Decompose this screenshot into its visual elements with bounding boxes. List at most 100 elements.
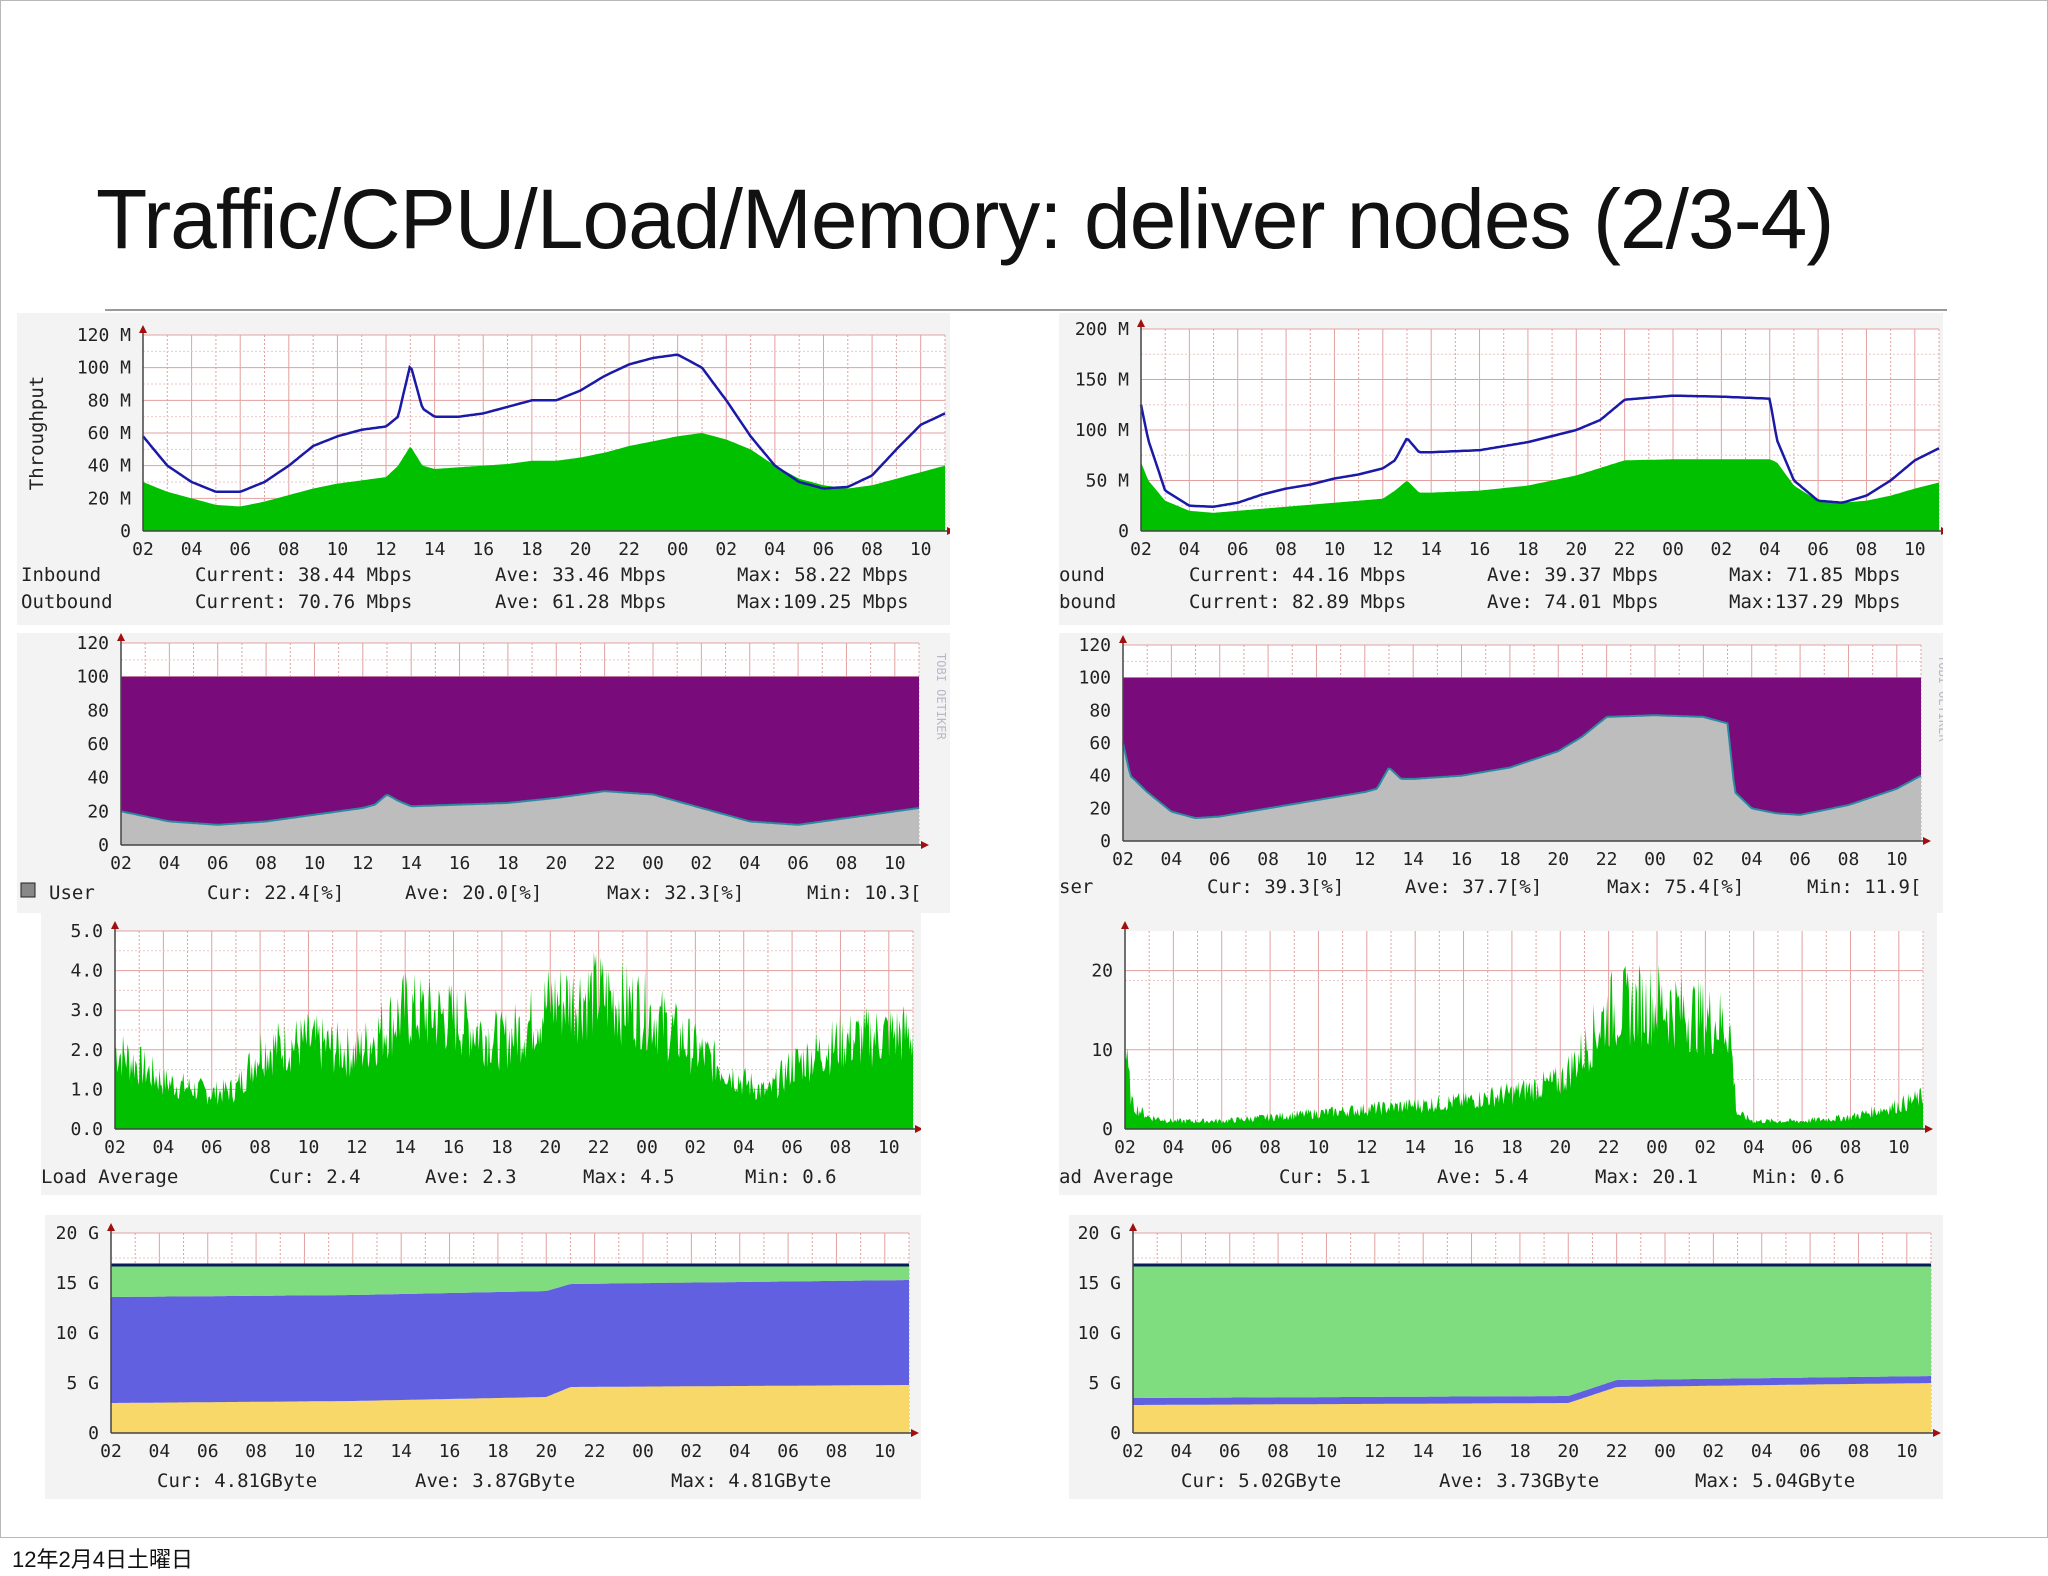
x-tick-label: 04 — [1171, 1441, 1193, 1462]
x-tick-label: 10 — [874, 1441, 896, 1462]
x-tick-label: 06 — [1791, 1137, 1813, 1158]
x-tick-label: 00 — [1654, 1441, 1676, 1462]
x-tick-label: 08 — [1848, 1441, 1870, 1462]
x-tick-label: 16 — [439, 1441, 461, 1462]
x-tick-label: 04 — [729, 1441, 751, 1462]
x-tick-label: 18 — [1499, 849, 1521, 870]
x-tick-label: 14 — [400, 853, 422, 874]
x-tick-label: 04 — [1743, 1137, 1765, 1158]
x-tick-label: 18 — [487, 1441, 509, 1462]
y-tick-label: 120 — [76, 633, 109, 654]
x-tick-label: 22 — [588, 1137, 610, 1158]
y-tick-label: 100 — [1078, 668, 1111, 689]
y-tick-label: 20 G — [1078, 1223, 1121, 1244]
user-edge-line — [1122, 714, 1922, 820]
x-tick-label: 04 — [159, 853, 181, 874]
watermark-text: TOBI OETIKER — [1936, 655, 1943, 742]
x-tick-label: 06 — [197, 1441, 219, 1462]
x-tick-label: 08 — [1275, 539, 1297, 560]
legend-max: Max: 4.81GByte — [671, 1470, 831, 1492]
x-tick-label: 20 — [1549, 1137, 1571, 1158]
memory-right-panel: 0 5 G 10 G 15 G 20 G 02 04 06 08 10 12 14 16 18 20 22 00… — [1069, 1215, 1943, 1499]
y-tick-label: 100 M — [77, 358, 131, 379]
x-tick-label: 08 — [1840, 1137, 1862, 1158]
cpu-right-panel: 0 20 40 60 80 100 120 02 04 06 08 10 12 14 16 18 20 22 00 0… — [1059, 633, 1943, 913]
x-tick-label: 02 — [1114, 1137, 1136, 1158]
y-tick-label: 20 M — [88, 488, 132, 509]
y-tick-label: 0 — [98, 835, 109, 856]
inbound-area — [143, 433, 945, 531]
x-tick-label: 08 — [826, 1441, 848, 1462]
x-tick-label: 08 — [245, 1441, 267, 1462]
slide: Traffic/CPU/Load/Memory: deliver nodes (… — [0, 0, 2048, 1538]
slide-title: Traffic/CPU/Load/Memory: deliver nodes (… — [96, 172, 1834, 266]
y-tick-label: 80 — [87, 700, 109, 721]
y-tick-label: 40 — [87, 768, 109, 789]
legend-min: Min: 11.9[ — [1807, 876, 1921, 898]
x-tick-label: 06 — [781, 1137, 803, 1158]
y-tick-label: 5.0 — [70, 921, 103, 942]
legend-label: Load Average — [41, 1166, 178, 1188]
x-tick-label: 16 — [1469, 539, 1491, 560]
y-tick-label: 40 — [1089, 766, 1111, 787]
y-axis-arrow — [117, 633, 125, 641]
x-tick-label: 20 — [1565, 539, 1587, 560]
legend-label: bound — [1059, 591, 1116, 613]
traffic-right-panel: 0 50 M 100 M 150 M 200 M 02 04 06 08 10 12 14 16 18 20… — [1059, 313, 1943, 625]
load-area — [1125, 964, 1923, 1129]
x-tick-label: 22 — [1596, 849, 1618, 870]
y-axis-arrow — [1137, 319, 1145, 327]
legend-label: ser — [1059, 876, 1093, 898]
x-axis-arrow — [921, 841, 929, 849]
x-tick-label: 06 — [1807, 539, 1829, 560]
x-tick-label: 06 — [813, 539, 835, 560]
x-tick-label: 14 — [394, 1137, 416, 1158]
x-tick-label: 04 — [181, 539, 203, 560]
y-axis-title: Throughput — [26, 376, 48, 490]
y-tick-label: 60 — [1089, 733, 1111, 754]
x-tick-label: 18 — [497, 853, 519, 874]
memory-left-chart: 0 5 G 10 G 15 G 20 G 02 04 06 08 10 12 14 16 18 20 22 00… — [56, 1223, 919, 1492]
x-tick-label: 16 — [472, 539, 494, 560]
x-tick-label: 02 — [100, 1441, 122, 1462]
x-tick-label: 02 — [1695, 1137, 1717, 1158]
legend-label: Inbound — [21, 564, 101, 586]
x-tick-label: 12 — [375, 539, 397, 560]
memory-left-panel: 0 5 G 10 G 15 G 20 G 02 04 06 08 10 12 14 16 18 20 22 00… — [45, 1215, 921, 1499]
legend-swatch — [20, 882, 36, 898]
user-edge-line — [120, 790, 920, 826]
legend-current: Cur: 5.1 — [1279, 1166, 1371, 1188]
x-tick-label: 02 — [104, 1137, 126, 1158]
x-tick-label: 10 — [1904, 539, 1926, 560]
user-area — [1123, 715, 1921, 841]
x-tick-label: 08 — [1257, 849, 1279, 870]
load-right-chart: 0 10 20 02 04 06 08 10 12 14 16 18 20 22 00 02 04 06 08 10 a… — [1059, 921, 1933, 1188]
traffic-left-panel: 0 20 M 40 M 60 M 80 M 100 M 120 M 02 04 06 08 10 12 1… — [17, 313, 950, 625]
legend-max: Max: 71.85 Mbps — [1729, 564, 1901, 586]
memory-stack-yellow — [111, 1385, 909, 1433]
x-tick-label: 02 — [110, 853, 132, 874]
x-tick-label: 16 — [449, 853, 471, 874]
x-tick-label: 04 — [153, 1137, 175, 1158]
x-tick-label: 04 — [1163, 1137, 1185, 1158]
x-tick-label: 14 — [424, 539, 446, 560]
x-tick-label: 10 — [1888, 1137, 1910, 1158]
legend-current: Cur: 2.4 — [269, 1166, 361, 1188]
x-tick-label: 08 — [861, 539, 883, 560]
y-tick-label: 0 — [1110, 1423, 1121, 1444]
legend-label: ound — [1059, 564, 1105, 586]
load-left-panel: 0.0 1.0 2.0 3.0 4.0 5.0 02 04 06 08 10 12 14 16 18 20 22… — [41, 913, 921, 1195]
outbound-line — [142, 353, 946, 494]
y-tick-label: 20 — [87, 801, 109, 822]
x-tick-label: 06 — [787, 853, 809, 874]
memory-stack-blue — [111, 1280, 909, 1403]
traffic-right-chart: 0 50 M 100 M 150 M 200 M 02 04 06 08 10 12 14 16 18 20… — [1059, 319, 1943, 613]
x-tick-label: 10 — [1316, 1441, 1338, 1462]
x-tick-label: 12 — [1372, 539, 1394, 560]
x-tick-label: 20 — [1547, 849, 1569, 870]
x-tick-label: 16 — [443, 1137, 465, 1158]
y-tick-label: 50 M — [1086, 471, 1130, 492]
y-tick-label: 5 G — [1088, 1373, 1121, 1394]
x-axis-arrow — [915, 1125, 921, 1133]
